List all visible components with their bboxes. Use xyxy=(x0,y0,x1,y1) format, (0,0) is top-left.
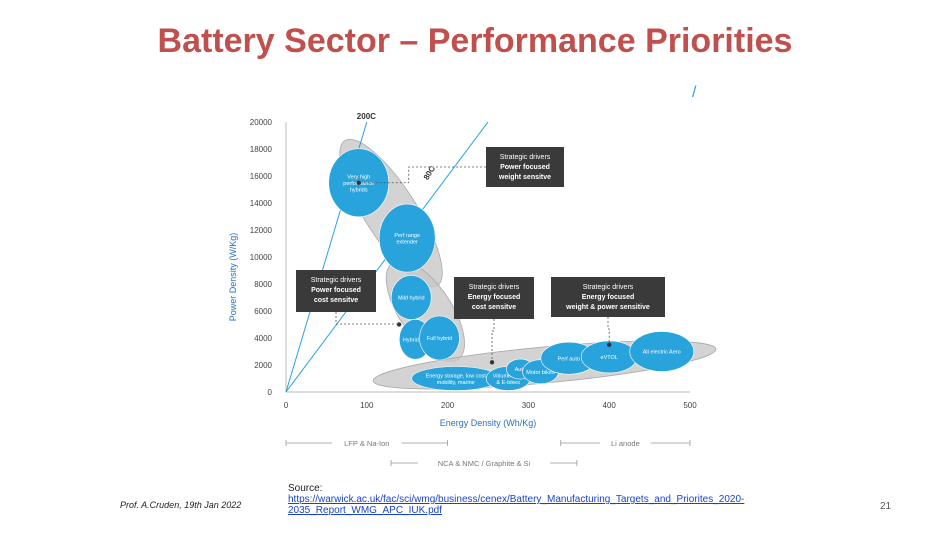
application-label: Motor bikes xyxy=(526,370,555,376)
strategic-driver-box xyxy=(486,147,564,187)
strategic-driver-sensitivity: cost sensitve xyxy=(472,304,516,311)
application-label: Auto xyxy=(515,367,526,373)
application-label: eVTOL xyxy=(601,355,618,361)
strategic-driver-heading: Strategic drivers xyxy=(500,154,551,161)
strategic-driver-sensitivity: cost sensitve xyxy=(314,297,358,304)
author-footer: Prof. A.Cruden, 19th Jan 2022 xyxy=(120,500,242,510)
x-tick-label: 300 xyxy=(522,401,536,410)
strategic-driver-focus: Energy focused xyxy=(468,294,521,301)
y-tick-label: 12000 xyxy=(250,226,273,235)
application-label: Energy storage, low cost xyxy=(426,373,487,379)
y-tick-label: 6000 xyxy=(254,307,272,316)
application-bubble xyxy=(629,331,695,372)
annotation-point xyxy=(396,322,402,327)
annotation-point xyxy=(356,180,361,185)
annotation-connector xyxy=(491,319,495,363)
application-label: & E-bikes xyxy=(496,380,520,386)
strategic-driver-box xyxy=(296,270,376,312)
corner-mark: / xyxy=(692,84,697,101)
strategic-driver-heading: Strategic drivers xyxy=(583,284,634,291)
source-link[interactable]: https://warwick.ac.uk/fac/sci/wmg/busine… xyxy=(288,494,745,516)
application-label: All electric Aero xyxy=(643,350,681,356)
y-tick-label: 4000 xyxy=(254,334,272,343)
strategic-driver-focus: Power focused xyxy=(500,164,550,171)
y-tick-label: 20000 xyxy=(250,118,273,127)
page-number: 21 xyxy=(880,501,892,512)
application-label: extender xyxy=(396,239,418,245)
x-tick-label: 100 xyxy=(360,401,374,410)
application-label: mobility, marine xyxy=(437,380,475,386)
strategic-driver-sensitivity: weight & power sensitive xyxy=(565,304,650,311)
application-label: Volume Auto xyxy=(493,373,524,379)
y-tick-label: 18000 xyxy=(250,145,273,154)
application-bubble xyxy=(390,275,432,320)
annotation-connector xyxy=(335,312,400,325)
application-bubble xyxy=(419,315,460,361)
application-label: Mild hybrid xyxy=(398,296,425,302)
page-title: Battery Sector – Performance Priorities xyxy=(157,22,793,60)
application-label: Perf auto xyxy=(558,356,580,362)
application-label: Very high xyxy=(347,174,370,180)
y-tick-label: 14000 xyxy=(250,199,273,208)
x-tick-label: 0 xyxy=(284,401,289,410)
application-label: hybrids xyxy=(350,187,368,193)
strategic-driver-heading: Strategic drivers xyxy=(311,277,362,284)
strategic-driver-focus: Power focused xyxy=(311,287,361,294)
x-tick-label: 200 xyxy=(441,401,455,410)
y-axis-title: Power Density (W/Kg) xyxy=(228,233,238,322)
x-axis-title: Energy Density (Wh/Kg) xyxy=(440,418,537,428)
annotation-point xyxy=(607,342,612,347)
x-tick-label: 400 xyxy=(603,401,617,410)
strategic-driver-focus: Energy focused xyxy=(582,294,635,301)
annotation-point xyxy=(489,360,495,365)
y-tick-label: 2000 xyxy=(254,361,272,370)
rate-line-label: 200C xyxy=(357,112,376,121)
strategic-driver-box xyxy=(454,277,534,319)
strategic-driver-heading: Strategic drivers xyxy=(469,284,520,291)
strategic-driver-sensitivity: weight sensitve xyxy=(498,174,551,181)
y-tick-label: 0 xyxy=(268,388,273,397)
annotation-connector xyxy=(607,317,610,345)
y-tick-label: 8000 xyxy=(254,280,272,289)
chemistry-band-label: LFP & Na-Ion xyxy=(344,439,389,448)
x-tick-label: 500 xyxy=(683,401,697,410)
application-label: Hybrid rail xyxy=(403,337,428,343)
application-label: Full hybrid xyxy=(427,336,452,342)
y-tick-label: 16000 xyxy=(250,172,273,181)
application-bubble xyxy=(378,203,436,273)
application-label: Perf range xyxy=(394,233,420,239)
chemistry-band-label: NCA & NMC / Graphite & Si xyxy=(438,459,531,468)
strategic-driver-box xyxy=(551,277,665,317)
y-tick-label: 10000 xyxy=(250,253,273,262)
chemistry-band-label: Li anode xyxy=(611,439,640,448)
annotation-connector xyxy=(358,166,486,184)
source-label: Source: xyxy=(288,483,323,494)
